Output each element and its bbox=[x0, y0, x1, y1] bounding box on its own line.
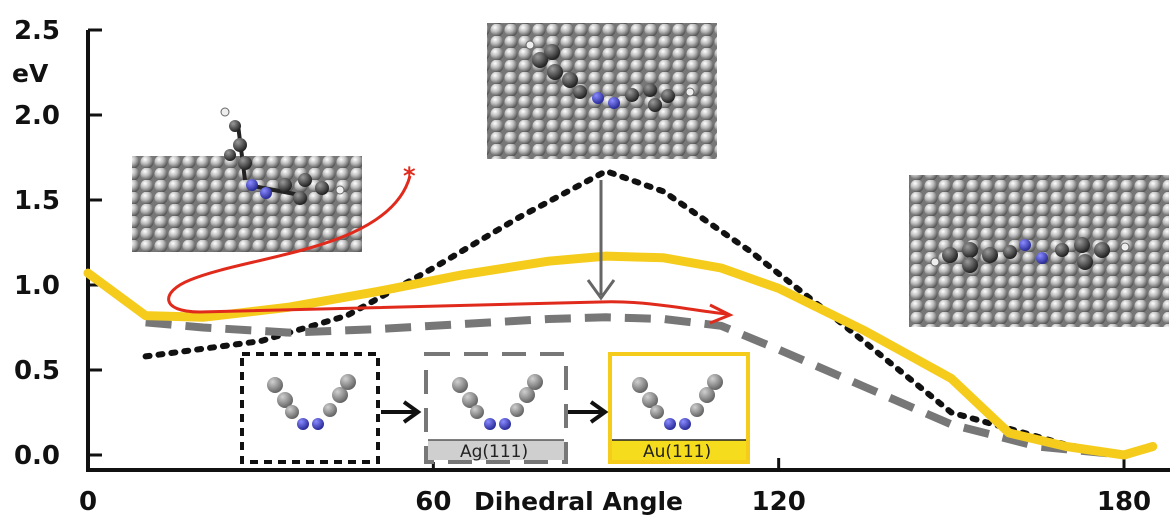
legend-item-ag: Ag(111) bbox=[424, 352, 568, 464]
y-tick-label: 2.0 bbox=[14, 101, 60, 131]
legend-item-dotted bbox=[240, 352, 380, 464]
legend-arrows bbox=[381, 400, 609, 424]
x-tick-label: 180 bbox=[1097, 487, 1151, 517]
y-tick-label: 2.5 bbox=[14, 16, 60, 46]
y-tick-label: 1.0 bbox=[14, 271, 60, 301]
legend-label-au: Au(111) bbox=[643, 442, 711, 462]
legend-label-ag: Ag(111) bbox=[460, 442, 528, 462]
inset-molecule-flat bbox=[909, 175, 1169, 327]
x-tick-label: 0 bbox=[79, 487, 97, 517]
legend: Ag(111) Au(111) bbox=[240, 352, 750, 464]
inset-molecule-tilted bbox=[487, 23, 717, 159]
y-tick-label: 1.5 bbox=[14, 186, 60, 216]
x-axis-label: Dihedral Angle bbox=[474, 487, 683, 516]
inset-molecule-upright bbox=[132, 107, 362, 252]
series-line-dotted bbox=[142, 168, 1127, 458]
x-tick-label: 60 bbox=[415, 487, 451, 517]
x-tick-label: 120 bbox=[752, 487, 806, 517]
series-line-dashed bbox=[145, 313, 1125, 459]
y-axis-label: eV bbox=[12, 59, 49, 88]
red-arrow-annotation: * bbox=[167, 162, 734, 325]
gray-arrow-annotation bbox=[586, 180, 616, 301]
y-tick-label: 0.5 bbox=[14, 356, 60, 386]
legend-item-au: Au(111) bbox=[608, 352, 750, 464]
axis-ticks: 0 60 120 180 0.0 0.5 1.0 1.5 2.0 2.5 bbox=[14, 16, 1151, 517]
red-asterisk: * bbox=[403, 162, 416, 190]
y-tick-label: 0.0 bbox=[14, 441, 60, 471]
